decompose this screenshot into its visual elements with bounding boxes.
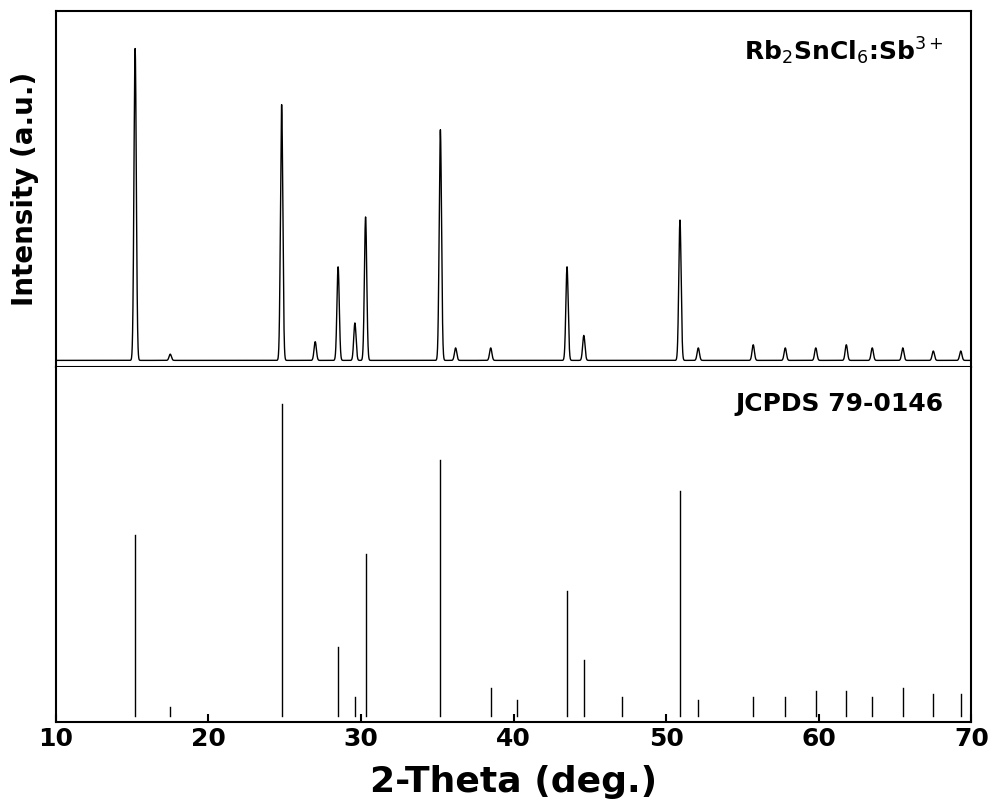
X-axis label: 2-Theta (deg.): 2-Theta (deg.) xyxy=(370,765,657,799)
Text: Rb$_2$SnCl$_6$:Sb$^{3+}$: Rb$_2$SnCl$_6$:Sb$^{3+}$ xyxy=(744,36,944,67)
Y-axis label: Intensity (a.u.): Intensity (a.u.) xyxy=(11,72,39,306)
Text: JCPDS 79-0146: JCPDS 79-0146 xyxy=(736,391,944,416)
